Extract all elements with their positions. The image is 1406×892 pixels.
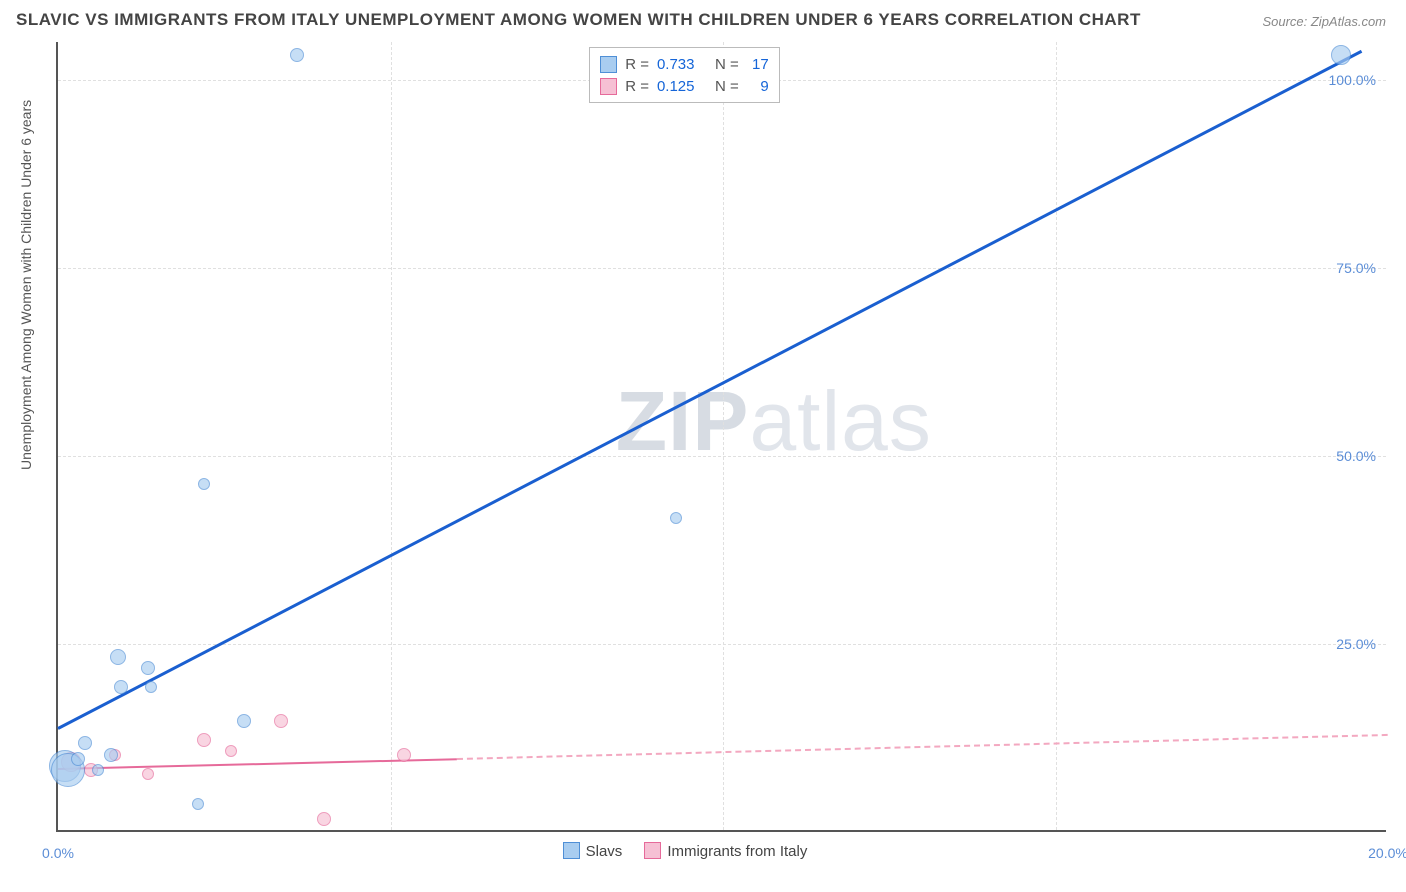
gridline-h bbox=[58, 644, 1386, 645]
y-tick-label: 50.0% bbox=[1336, 448, 1376, 464]
correlation-legend: R = 0.733 N = 17 R = 0.125 N = 9 bbox=[589, 47, 780, 103]
legend-row: R = 0.125 N = 9 bbox=[600, 75, 769, 97]
data-point bbox=[197, 733, 211, 747]
data-point bbox=[92, 764, 104, 776]
y-tick-label: 25.0% bbox=[1336, 636, 1376, 652]
gridline-v bbox=[1056, 42, 1057, 830]
data-point bbox=[198, 478, 210, 490]
legend-n-value: 17 bbox=[747, 56, 769, 73]
legend-swatch bbox=[563, 842, 580, 859]
gridline-v bbox=[723, 42, 724, 830]
series-label: Immigrants from Italy bbox=[667, 843, 807, 860]
data-point bbox=[71, 752, 85, 766]
legend-n-label: N = bbox=[715, 56, 739, 73]
data-point bbox=[141, 661, 155, 675]
legend-swatch bbox=[644, 842, 661, 859]
x-tick-label: 20.0% bbox=[1368, 845, 1406, 861]
data-point bbox=[274, 714, 288, 728]
data-point bbox=[78, 736, 92, 750]
y-tick-label: 100.0% bbox=[1329, 72, 1376, 88]
trend-line bbox=[457, 734, 1388, 760]
watermark-bold: ZIP bbox=[616, 374, 750, 468]
chart-title: SLAVIC VS IMMIGRANTS FROM ITALY UNEMPLOY… bbox=[16, 10, 1141, 30]
legend-r-value: 0.733 bbox=[657, 56, 707, 73]
data-point bbox=[114, 680, 128, 694]
trend-line bbox=[58, 758, 457, 770]
legend-r-value: 0.125 bbox=[657, 78, 707, 95]
watermark-light: atlas bbox=[749, 374, 931, 468]
series-legend-item: Slavs bbox=[563, 842, 623, 860]
data-point bbox=[110, 649, 126, 665]
legend-n-label: N = bbox=[715, 78, 739, 95]
data-point bbox=[225, 745, 237, 757]
data-point bbox=[145, 681, 157, 693]
legend-swatch bbox=[600, 78, 617, 95]
legend-r-label: R = bbox=[625, 78, 649, 95]
data-point bbox=[397, 748, 411, 762]
gridline-h bbox=[58, 268, 1386, 269]
data-point bbox=[142, 768, 154, 780]
legend-swatch bbox=[600, 56, 617, 73]
source-label: Source: ZipAtlas.com bbox=[1262, 14, 1386, 29]
plot-area: ZIPatlas 25.0%50.0%75.0%100.0%0.0%20.0%R… bbox=[56, 42, 1386, 832]
data-point bbox=[317, 812, 331, 826]
gridline-h bbox=[58, 456, 1386, 457]
series-legend-item: Immigrants from Italy bbox=[644, 842, 807, 860]
legend-n-value: 9 bbox=[747, 78, 769, 95]
data-point bbox=[290, 48, 304, 62]
data-point bbox=[670, 512, 682, 524]
x-tick-label: 0.0% bbox=[42, 845, 74, 861]
series-label: Slavs bbox=[586, 843, 623, 860]
data-point bbox=[237, 714, 251, 728]
y-axis-label: Unemployment Among Women with Children U… bbox=[18, 100, 34, 470]
data-point bbox=[104, 748, 118, 762]
legend-r-label: R = bbox=[625, 56, 649, 73]
series-legend: Slavs Immigrants from Italy bbox=[563, 842, 808, 860]
trend-line bbox=[57, 50, 1362, 730]
gridline-v bbox=[391, 42, 392, 830]
data-point bbox=[192, 798, 204, 810]
y-tick-label: 75.0% bbox=[1336, 260, 1376, 276]
data-point bbox=[1331, 45, 1351, 65]
legend-row: R = 0.733 N = 17 bbox=[600, 53, 769, 75]
